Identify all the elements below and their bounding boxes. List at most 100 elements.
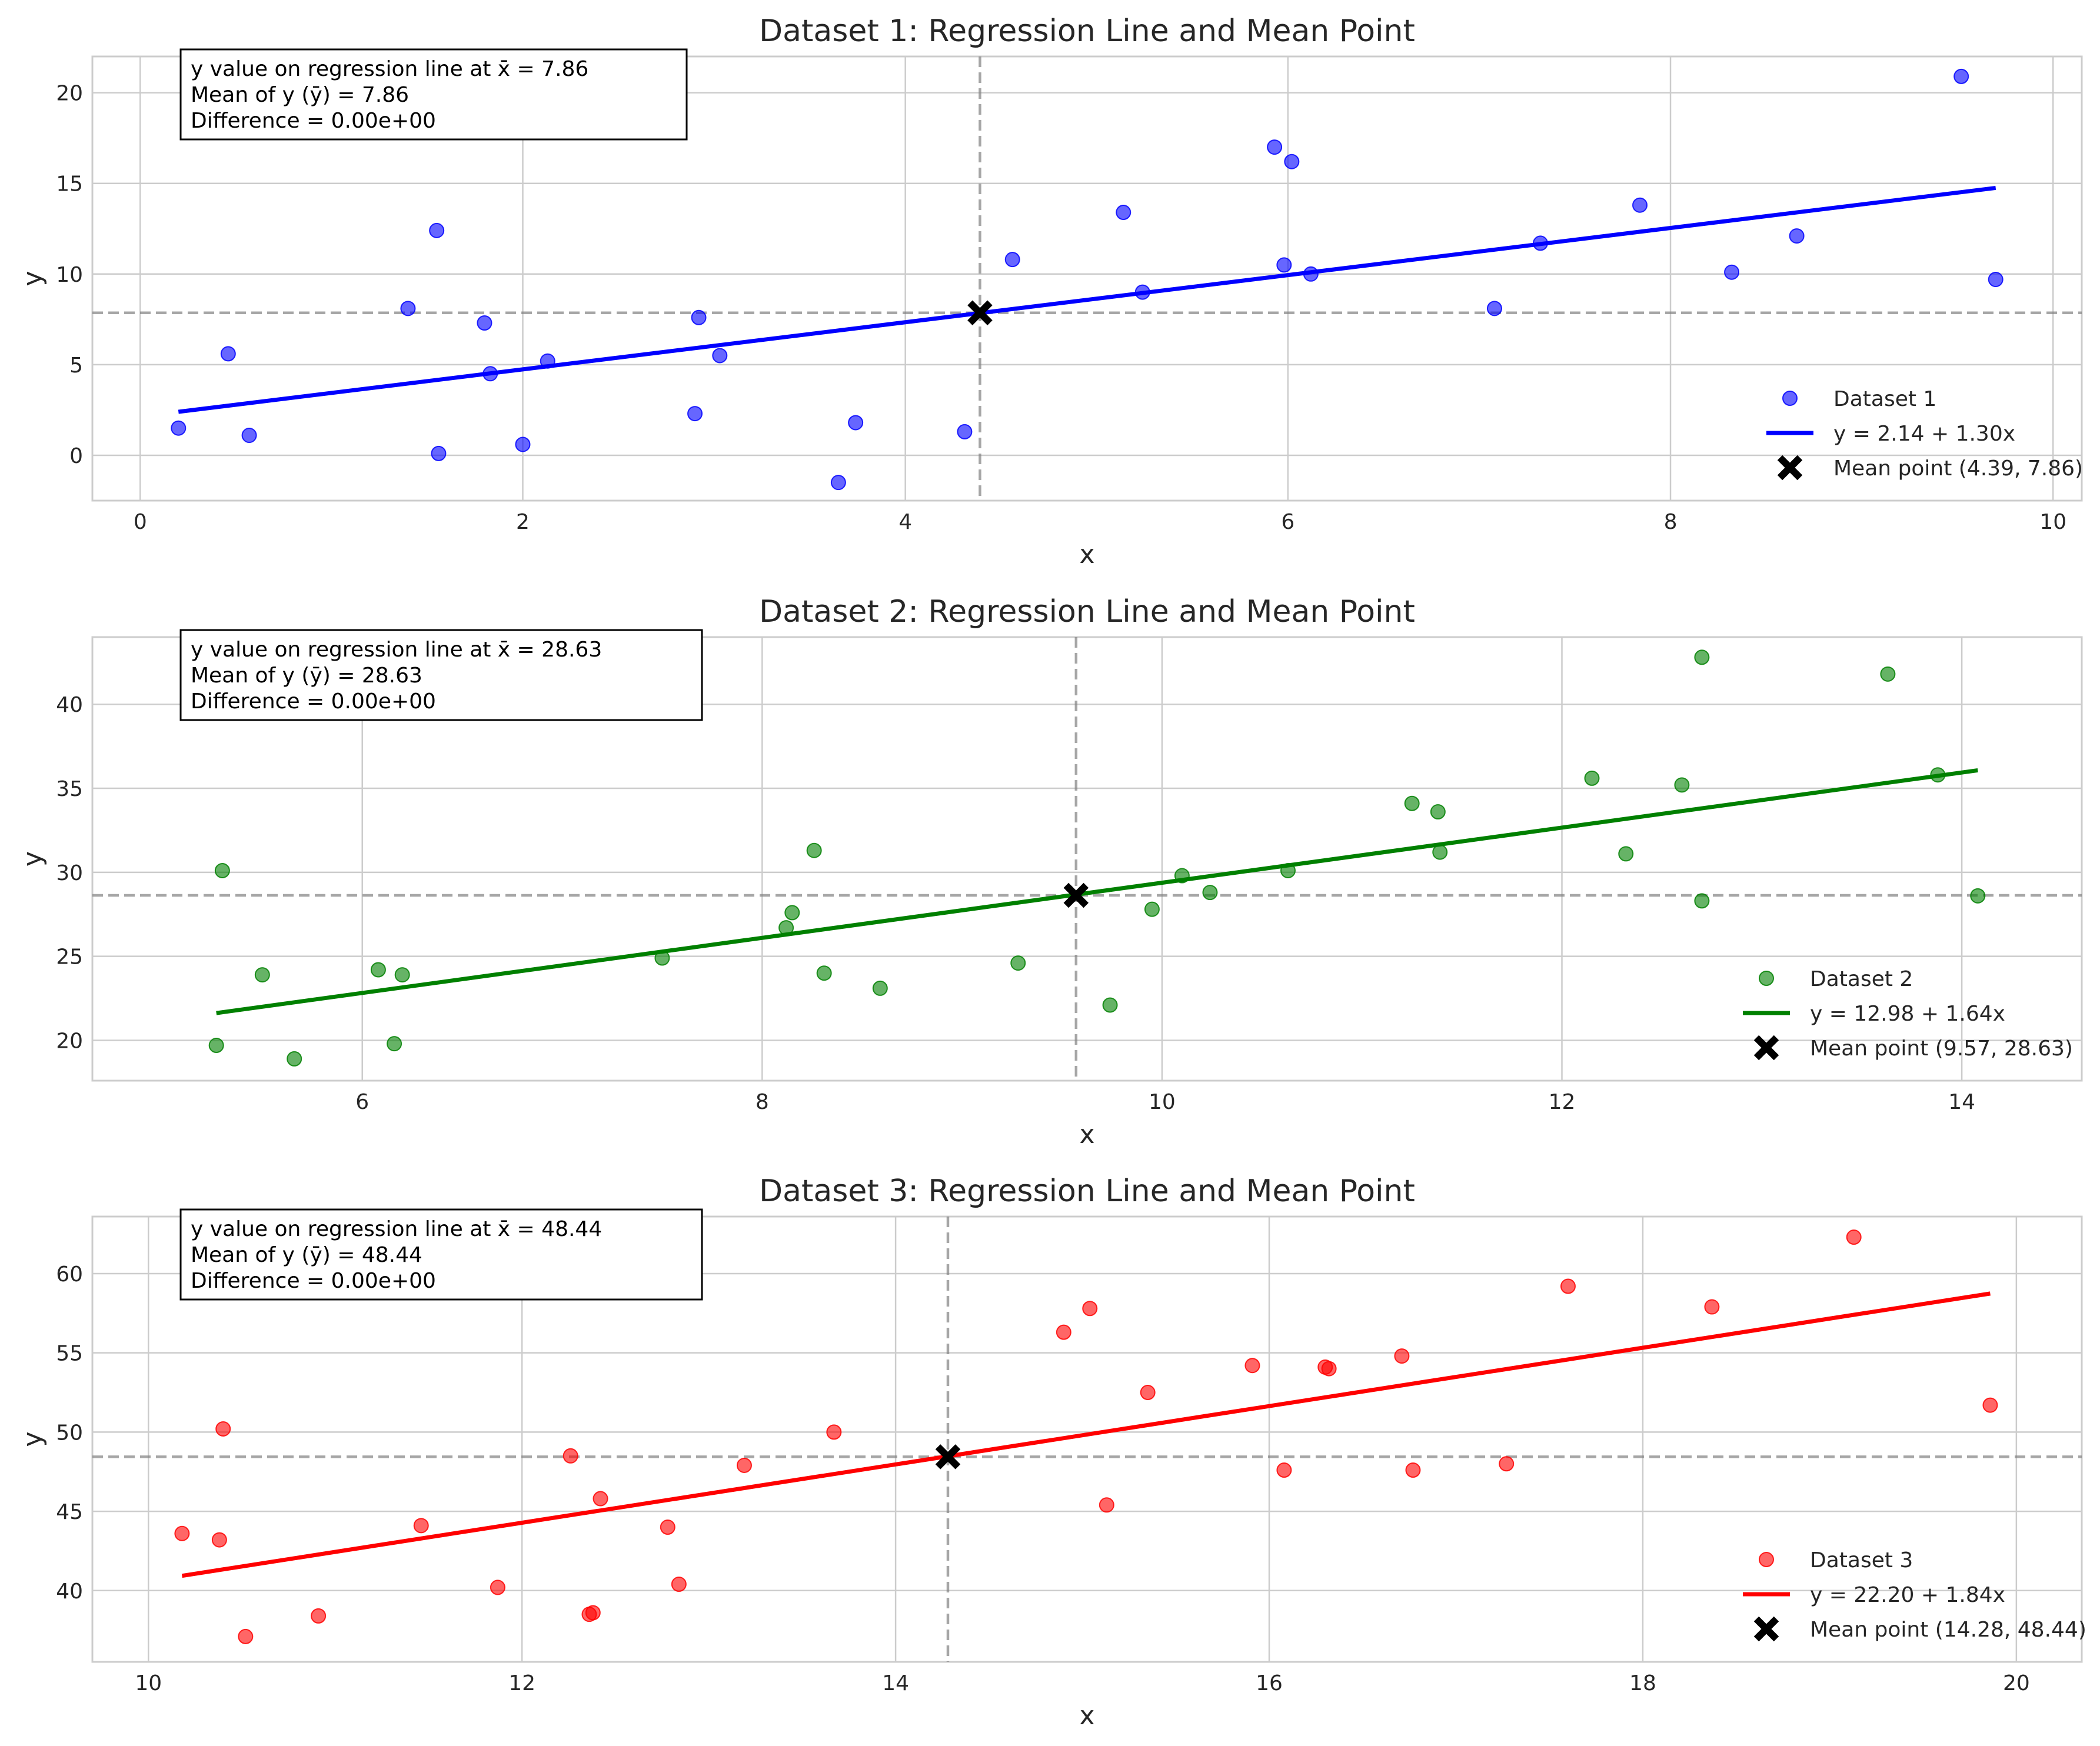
y-tick-label: 15 <box>56 172 83 196</box>
y-tick-label: 20 <box>56 82 83 106</box>
data-point <box>214 862 230 878</box>
y-tick-label: 20 <box>56 1029 83 1053</box>
annotation-line: Difference = 0.00e+00 <box>191 689 436 714</box>
x-axis-label: x <box>1079 1701 1094 1731</box>
y-tick-label: 45 <box>56 1500 83 1524</box>
annotation-box <box>179 48 688 141</box>
data-point <box>254 967 270 983</box>
data-point <box>1584 770 1600 786</box>
data-point <box>1618 846 1634 862</box>
data-point <box>1276 1462 1292 1478</box>
data-point <box>585 1605 601 1621</box>
data-point <box>477 315 492 331</box>
data-point <box>1953 68 1969 84</box>
data-point <box>400 301 416 316</box>
x-axis-label: x <box>1079 539 1094 569</box>
y-tick-label: 60 <box>56 1262 83 1287</box>
data-point <box>413 1518 429 1534</box>
data-point <box>784 905 800 921</box>
data-point <box>1244 1358 1260 1374</box>
data-point <box>816 965 832 981</box>
regression-line <box>178 185 1996 414</box>
x-tick-label: 6 <box>355 1090 369 1114</box>
mean-point-marker <box>935 1444 961 1470</box>
x-tick-label: 20 <box>2003 1671 2030 1695</box>
data-point <box>238 1628 254 1644</box>
mean-point-marker <box>1063 882 1089 908</box>
x-tick-label: 2 <box>516 510 530 534</box>
data-point <box>287 1051 302 1067</box>
data-point <box>215 1421 231 1437</box>
plot-frame <box>91 636 2083 1082</box>
annotation-line: y value on regression line at x̄ = 7.86 <box>191 57 588 81</box>
data-point <box>736 1457 752 1473</box>
data-point <box>1056 1324 1071 1340</box>
legend-marker-scatter <box>1759 971 1774 986</box>
data-point <box>1988 272 2004 288</box>
data-point <box>1082 1301 1098 1317</box>
data-point <box>1970 888 1986 904</box>
x-axis-label: x <box>1079 1119 1094 1149</box>
data-point <box>370 962 386 978</box>
annotation-line: y value on regression line at x̄ = 28.63 <box>191 638 602 662</box>
legend-label: Mean point (4.39, 7.86) <box>1833 457 2083 481</box>
data-point <box>1394 1348 1410 1364</box>
data-point <box>848 415 864 431</box>
legend-label: y = 2.14 + 1.30x <box>1833 422 2015 446</box>
x-tick-label: 18 <box>1629 1671 1656 1695</box>
chart-title: Dataset 3: Regression Line and Mean Poin… <box>759 1174 1415 1209</box>
data-point <box>387 1036 402 1052</box>
data-point <box>515 436 531 452</box>
x-tick-label: 10 <box>2039 510 2066 534</box>
data-point <box>1267 139 1283 155</box>
data-point <box>1880 666 1896 682</box>
data-point <box>1789 228 1805 244</box>
data-point <box>1004 252 1020 268</box>
x-tick-label: 16 <box>1256 1671 1283 1695</box>
y-axis-label: y <box>18 271 48 286</box>
legend-label: Dataset 2 <box>1810 967 1913 991</box>
x-tick-label: 12 <box>508 1671 535 1695</box>
data-point <box>431 445 447 461</box>
y-tick-label: 30 <box>56 861 83 885</box>
data-point <box>1432 844 1448 860</box>
data-point <box>1140 1385 1156 1401</box>
data-point <box>1560 1278 1576 1294</box>
x-tick-label: 10 <box>1149 1090 1176 1114</box>
data-point <box>1430 804 1446 820</box>
data-point <box>220 346 236 362</box>
chart-title: Dataset 2: Regression Line and Mean Poin… <box>759 594 1415 629</box>
data-point <box>1102 997 1118 1013</box>
data-point <box>1202 885 1218 901</box>
data-point <box>872 980 888 996</box>
data-point <box>691 309 707 325</box>
data-point <box>806 842 822 858</box>
y-tick-label: 40 <box>56 693 83 717</box>
x-tick-label: 4 <box>898 510 912 534</box>
data-point <box>490 1580 505 1595</box>
data-point <box>1982 1397 1998 1413</box>
annotation-box <box>179 1208 703 1301</box>
data-point <box>563 1448 578 1464</box>
legend-marker-mean <box>1753 1035 1779 1061</box>
legend-label: Dataset 1 <box>1833 387 1936 411</box>
data-point <box>1116 205 1131 221</box>
annotation-line: Mean of y (ȳ) = 28.63 <box>191 664 422 688</box>
legend-marker-mean <box>1777 455 1803 481</box>
data-point <box>208 1038 224 1054</box>
annotation-line: Difference = 0.00e+00 <box>191 109 436 133</box>
x-tick-label: 8 <box>1664 510 1678 534</box>
data-point <box>671 1576 687 1592</box>
data-point <box>1144 901 1160 917</box>
data-point <box>660 1520 675 1535</box>
data-point <box>1694 649 1710 665</box>
legend-label: y = 12.98 + 1.64x <box>1810 1002 2005 1026</box>
plot-frame <box>91 1215 2083 1663</box>
x-tick-label: 6 <box>1281 510 1294 534</box>
y-tick-label: 25 <box>56 945 83 969</box>
y-axis-label: y <box>18 851 48 867</box>
legend-label: y = 22.20 + 1.84x <box>1810 1583 2005 1607</box>
data-point <box>1321 1361 1337 1377</box>
x-tick-label: 14 <box>882 1671 909 1695</box>
